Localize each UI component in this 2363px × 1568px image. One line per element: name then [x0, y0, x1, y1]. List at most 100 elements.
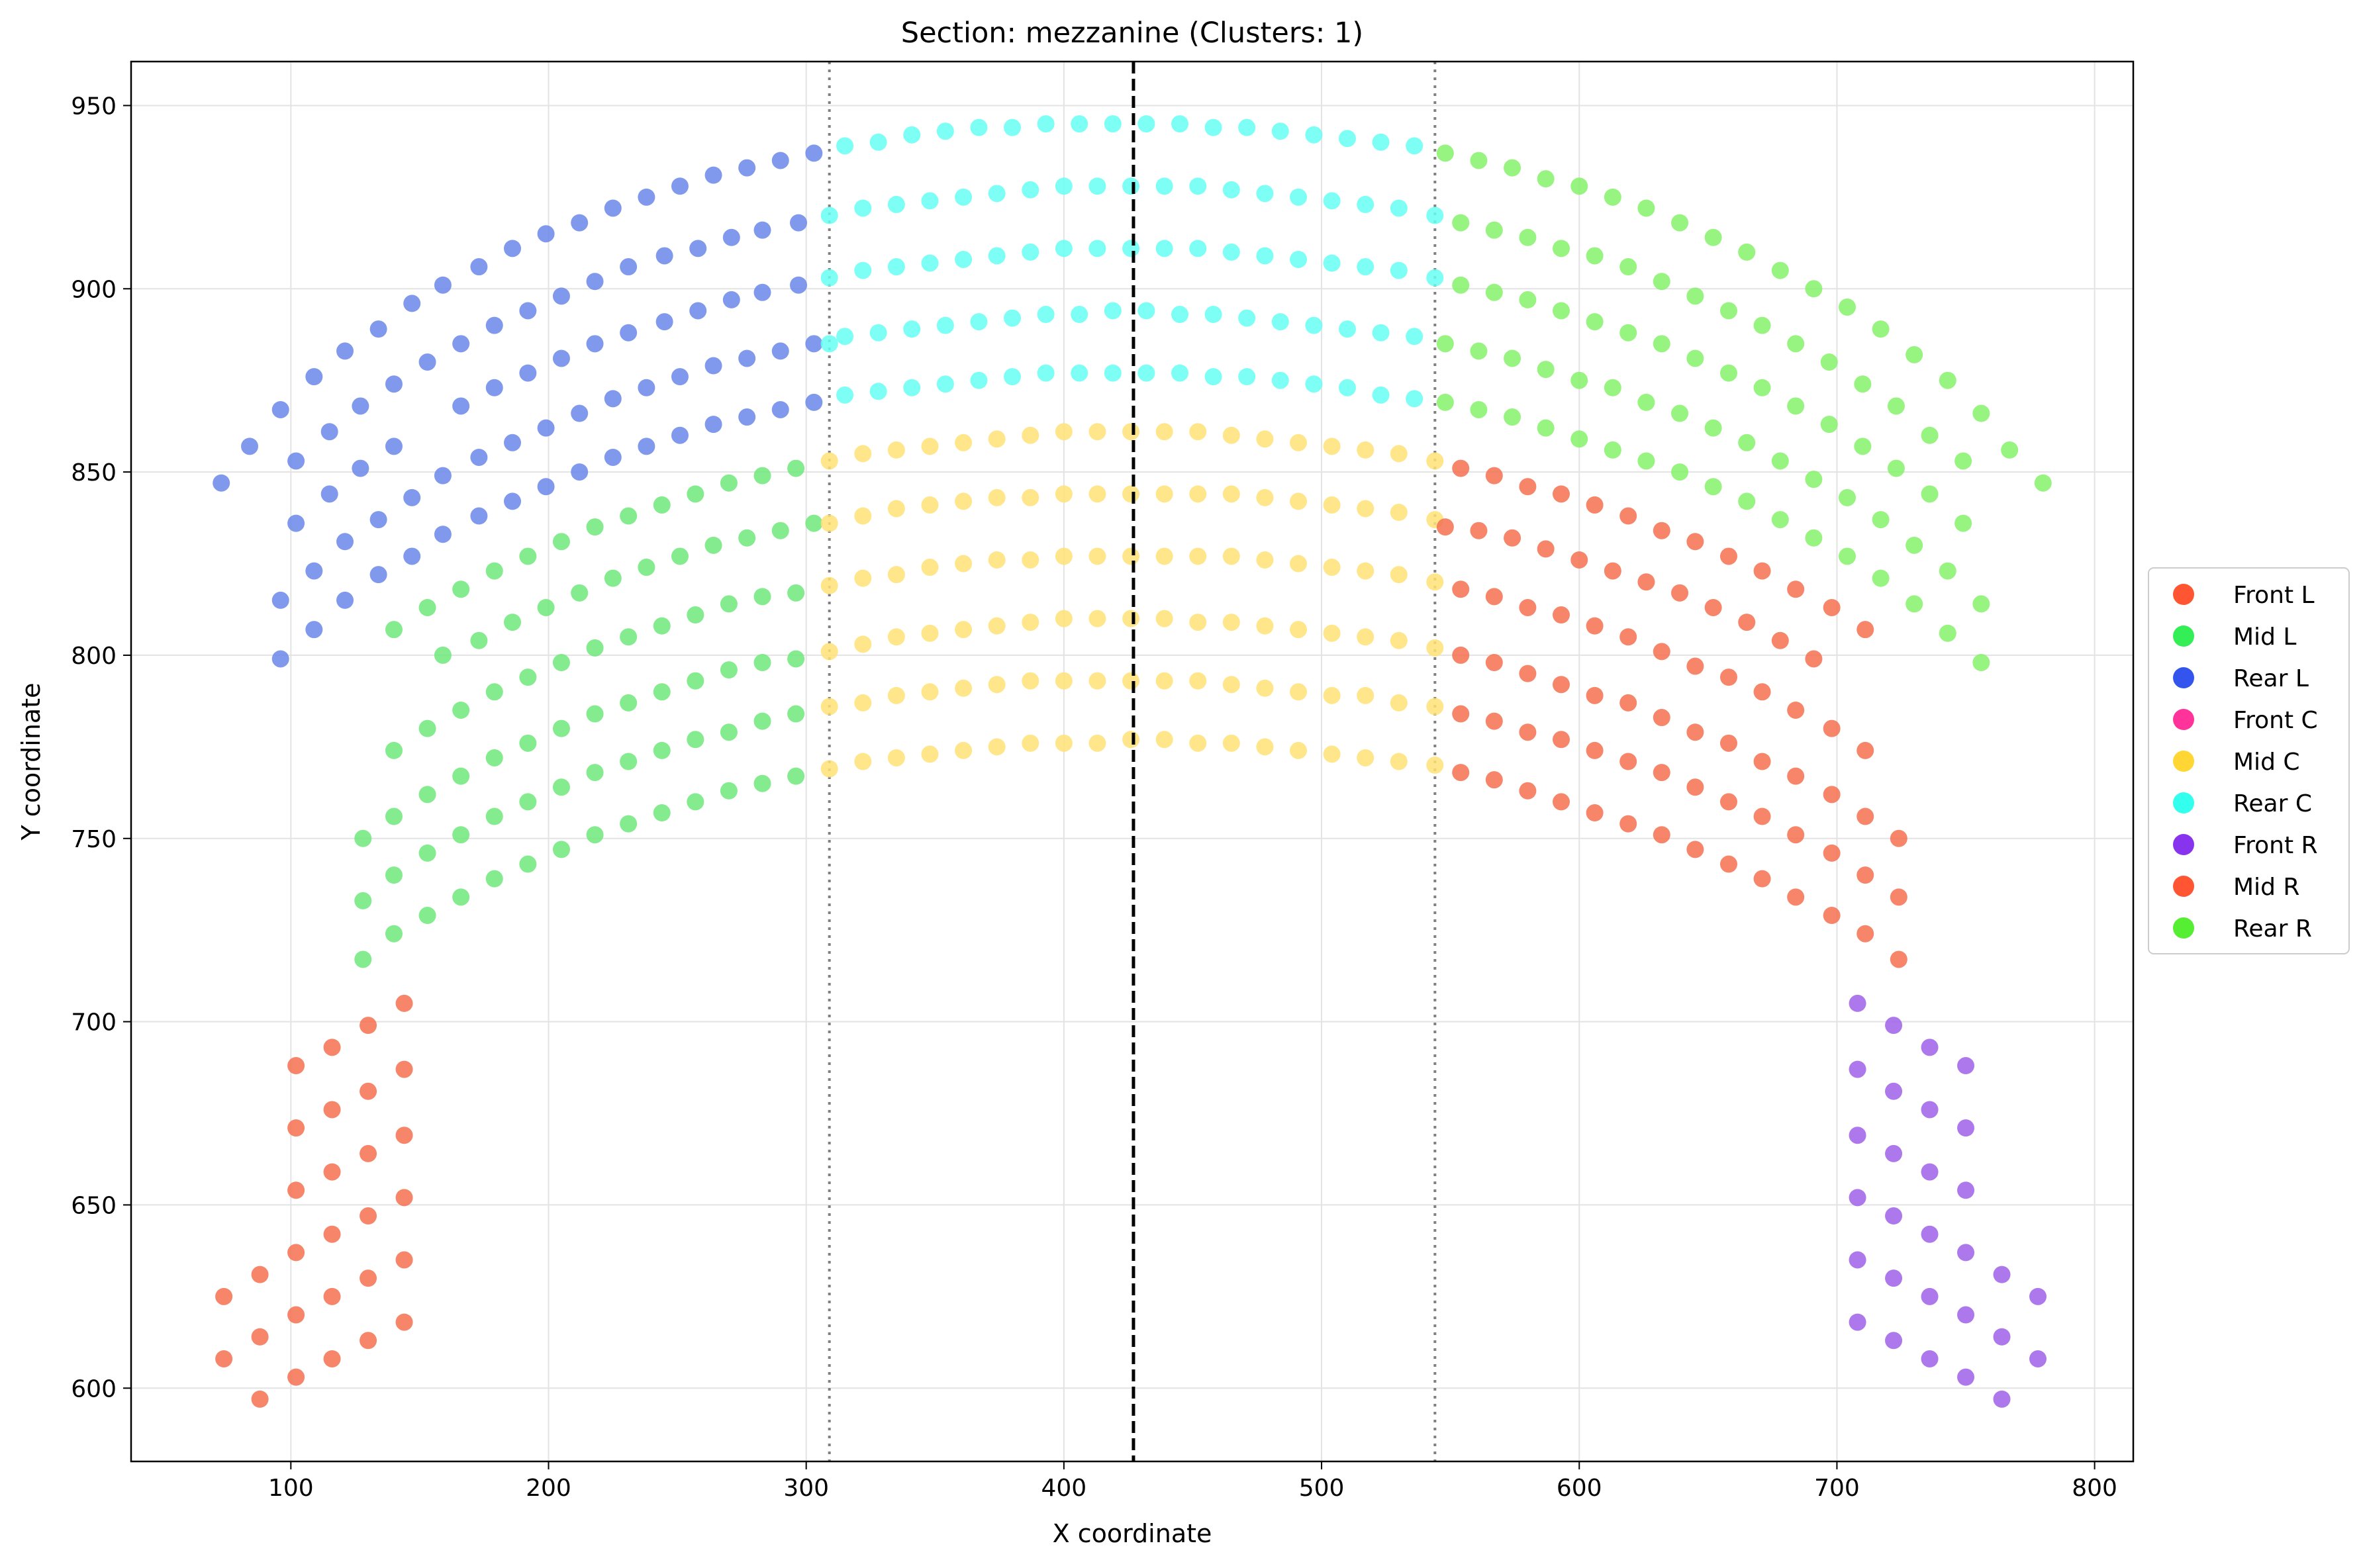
- seat-point: [687, 485, 704, 503]
- seat-point: [571, 463, 589, 481]
- seat-point: [537, 478, 555, 496]
- seat-point: [1719, 364, 1737, 382]
- seat-point: [552, 287, 570, 305]
- seat-point: [1271, 122, 1289, 140]
- seat-point: [360, 1017, 377, 1035]
- seat-point: [722, 291, 740, 308]
- seat-point: [1155, 547, 1173, 565]
- x-axis-label: X coordinate: [1053, 1519, 1212, 1548]
- seat-point: [1222, 485, 1240, 503]
- seat-point: [1586, 617, 1604, 635]
- x-tick-label: 400: [1041, 1475, 1087, 1502]
- legend-box: [2148, 567, 2350, 954]
- seat-point: [903, 320, 921, 338]
- seat-point: [1753, 379, 1771, 396]
- seat-point: [271, 650, 289, 668]
- seat-point: [1849, 1189, 1866, 1207]
- seat-point: [1222, 734, 1240, 752]
- seat-point: [1426, 452, 1444, 470]
- seat-point: [369, 511, 387, 529]
- seat-point: [1204, 118, 1222, 136]
- x-tick-label: 100: [268, 1475, 314, 1502]
- seat-point: [820, 207, 838, 224]
- seat-point: [1390, 199, 1408, 217]
- seat-point: [434, 526, 452, 543]
- seat-point: [287, 514, 305, 532]
- seat-point: [571, 214, 589, 232]
- seat-point: [1290, 621, 1308, 639]
- seat-point: [1088, 423, 1106, 441]
- seat-point: [418, 353, 436, 371]
- seat-point: [1993, 1328, 2011, 1346]
- seat-point: [1586, 741, 1604, 759]
- seat-point: [1586, 247, 1604, 265]
- seat-point: [854, 635, 872, 653]
- seat-point: [738, 408, 756, 426]
- legend: Front L Mid L Rear L Front C Mid C Rear C Fron…: [2148, 567, 2350, 954]
- seat-point: [1137, 115, 1155, 133]
- seat-point: [1485, 771, 1503, 789]
- seat-point: [1290, 188, 1308, 206]
- seat-point: [385, 621, 403, 639]
- seat-point: [1921, 1163, 1939, 1181]
- seat-point: [1055, 610, 1073, 627]
- seat-point: [738, 159, 756, 177]
- seat-point: [887, 566, 905, 584]
- seat-point: [1452, 580, 1470, 598]
- seat-point: [1771, 631, 1789, 649]
- seat-point: [452, 335, 470, 353]
- seat-point: [586, 518, 604, 536]
- seat-point: [687, 606, 704, 624]
- seat-point: [1653, 709, 1670, 727]
- legend-entry: Mid R: [2233, 874, 2299, 901]
- seat-point: [620, 258, 638, 276]
- seat-point: [1022, 243, 1039, 261]
- seat-point: [1222, 426, 1240, 444]
- seat-point: [671, 547, 689, 565]
- seat-point: [887, 441, 905, 459]
- seat-point: [1738, 614, 1756, 631]
- seat-point: [738, 529, 756, 547]
- seat-point: [1738, 434, 1756, 451]
- seat-point: [1839, 547, 1856, 565]
- y-tick-label: 650: [71, 1192, 117, 1219]
- seat-point: [1485, 283, 1503, 301]
- seat-point: [1122, 547, 1140, 565]
- seat-point: [354, 829, 372, 847]
- seat-point: [1037, 115, 1055, 133]
- seat-point: [655, 247, 673, 265]
- seat-point: [887, 686, 905, 704]
- seat-point: [653, 617, 671, 635]
- seat-point: [787, 705, 805, 723]
- seat-point: [1122, 177, 1140, 195]
- seat-point: [1619, 694, 1637, 712]
- seat-point: [1921, 1287, 1939, 1305]
- seat-point: [1122, 610, 1140, 627]
- seat-point: [1122, 240, 1140, 257]
- seat-point: [287, 1306, 305, 1324]
- seat-point: [836, 386, 854, 404]
- seat-point: [936, 316, 954, 334]
- seat-point: [687, 793, 704, 811]
- seat-point: [403, 488, 421, 506]
- seat-point: [1055, 423, 1073, 441]
- seat-point: [352, 397, 369, 415]
- seat-point: [385, 741, 403, 759]
- seat-point: [418, 907, 436, 925]
- seat-point: [1504, 408, 1521, 426]
- seat-point: [287, 1119, 305, 1137]
- seat-point: [552, 841, 570, 858]
- legend-entry: Front L: [2233, 582, 2315, 609]
- seat-point: [738, 349, 756, 367]
- seat-point: [1905, 536, 1923, 554]
- seat-point: [1839, 298, 1856, 316]
- seat-point: [1519, 665, 1537, 682]
- seat-point: [790, 276, 807, 294]
- seat-point: [452, 701, 470, 719]
- seat-point: [1849, 1060, 1866, 1078]
- seat-point: [620, 628, 638, 646]
- seat-point: [720, 595, 738, 613]
- seat-point: [936, 375, 954, 393]
- seat-point: [1122, 485, 1140, 503]
- seat-point: [1653, 273, 1670, 291]
